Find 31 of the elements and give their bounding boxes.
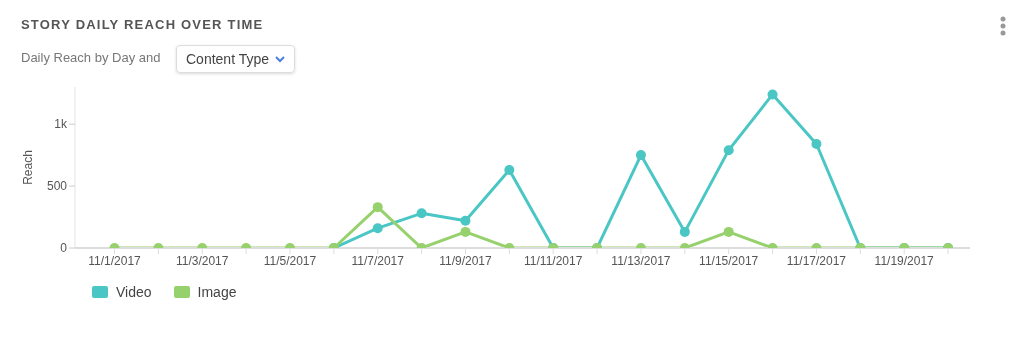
x-tick-label: 11/17/2017 (786, 253, 847, 268)
x-tick-label: 11/13/2017 (611, 253, 671, 268)
point (504, 164, 515, 175)
legend-label: Video (116, 284, 152, 300)
y-tick-label: 1k (54, 117, 68, 132)
point (460, 215, 471, 226)
x-tick-label: 11/9/2017 (439, 253, 493, 268)
chart-title: STORY DAILY REACH OVER TIME (21, 17, 264, 32)
x-tick-label: 11/7/2017 (351, 253, 405, 268)
point (723, 226, 734, 237)
x-tick-label: 11/19/2017 (874, 253, 935, 268)
point (767, 89, 778, 100)
point (372, 202, 383, 213)
point (811, 138, 822, 149)
y-tick-label: 0 (60, 241, 68, 256)
x-tick-label: 11/11/2017 (524, 253, 583, 268)
y-tick-label: 500 (46, 179, 68, 194)
x-tick-label: 11/1/2017 (88, 253, 142, 268)
y-axis-title: Reach (21, 150, 36, 185)
x-tick-label: 11/15/2017 (699, 253, 759, 268)
x-tick-label: 11/5/2017 (263, 253, 317, 268)
legend-label: Image (197, 284, 237, 300)
point (723, 145, 734, 156)
point (416, 208, 427, 219)
chart-subtitle: Daily Reach by Day and (21, 50, 161, 65)
point (635, 150, 646, 161)
point (460, 226, 471, 237)
point (679, 226, 690, 237)
point (372, 223, 383, 234)
text: Content Type (186, 51, 270, 67)
x-tick-label: 11/3/2017 (175, 253, 229, 268)
